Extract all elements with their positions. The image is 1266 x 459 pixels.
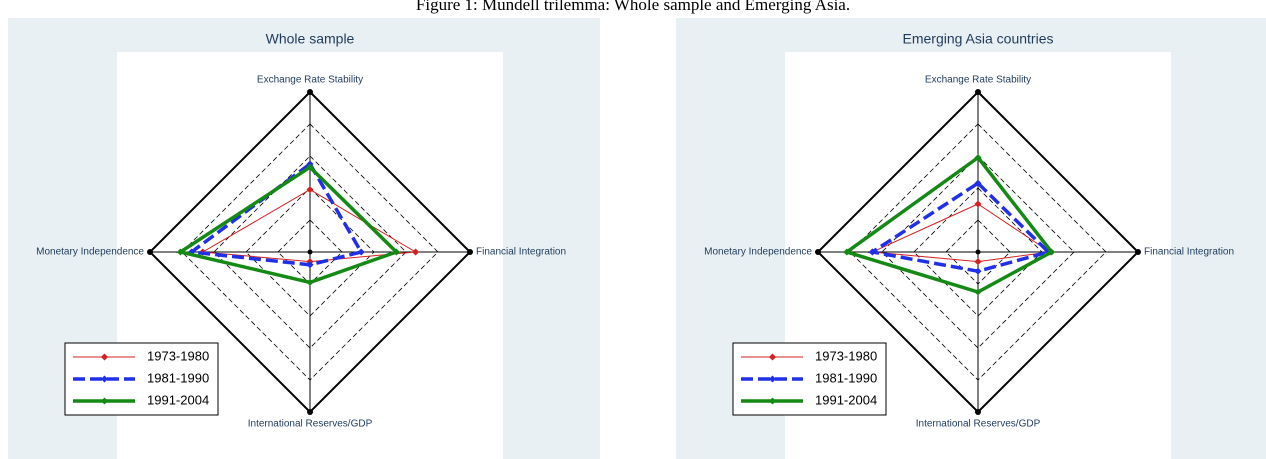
axis-label: Exchange Rate Stability [257, 75, 363, 86]
legend-marker [768, 397, 777, 405]
axis-end [975, 89, 981, 95]
legend-label: 1991-2004 [147, 392, 209, 407]
legend-label: 1981-1990 [147, 370, 209, 385]
point-marker [843, 248, 851, 256]
point-marker [974, 267, 982, 275]
point-marker [392, 248, 400, 256]
point-marker [974, 200, 982, 208]
panel-title: Emerging Asia countries [903, 31, 1054, 47]
legend-marker [768, 375, 777, 383]
axis-label: International Reserves/GDP [916, 419, 1041, 430]
axis-label: International Reserves/GDP [248, 419, 373, 430]
point-marker [176, 248, 184, 256]
legend-marker [100, 353, 109, 361]
legend-marker [768, 353, 777, 361]
axis-end [815, 249, 821, 255]
axis-label: Financial Integration [476, 247, 566, 258]
axis-label: Monetary Independence [36, 247, 144, 258]
center [975, 249, 981, 255]
axis-label: Exchange Rate Stability [925, 75, 1031, 86]
point-marker [974, 154, 982, 162]
point-marker [306, 163, 314, 171]
panel-title: Whole sample [266, 31, 355, 47]
point-marker [357, 248, 365, 256]
point-marker [974, 179, 982, 187]
point-marker [306, 278, 314, 286]
axis-end [307, 409, 313, 415]
grid-ring [881, 155, 1075, 349]
axis-label: Financial Integration [1144, 247, 1234, 258]
legend-marker [100, 375, 109, 383]
legend-label: 1991-2004 [815, 392, 877, 407]
legend-marker [100, 397, 109, 405]
legend-label: 1973-1980 [815, 348, 877, 363]
point-marker [974, 288, 982, 296]
axis-end [975, 409, 981, 415]
point-marker [868, 248, 876, 256]
figure-title: Figure 1: Mundell trilemma: Whole sample… [416, 0, 850, 14]
axis-end [1135, 249, 1141, 255]
legend-label: 1981-1990 [815, 370, 877, 385]
axis-end [147, 249, 153, 255]
grid-ring [913, 187, 1043, 317]
grid-ring [245, 187, 375, 317]
center [307, 249, 313, 255]
axis-end [467, 249, 473, 255]
grid-ring [213, 155, 407, 349]
point-marker [974, 258, 982, 266]
legend-label: 1973-1980 [147, 348, 209, 363]
point-marker [306, 186, 314, 194]
point-marker [412, 248, 420, 256]
axis-end [307, 89, 313, 95]
point-marker [306, 261, 314, 269]
axis-label: Monetary Independence [704, 247, 812, 258]
